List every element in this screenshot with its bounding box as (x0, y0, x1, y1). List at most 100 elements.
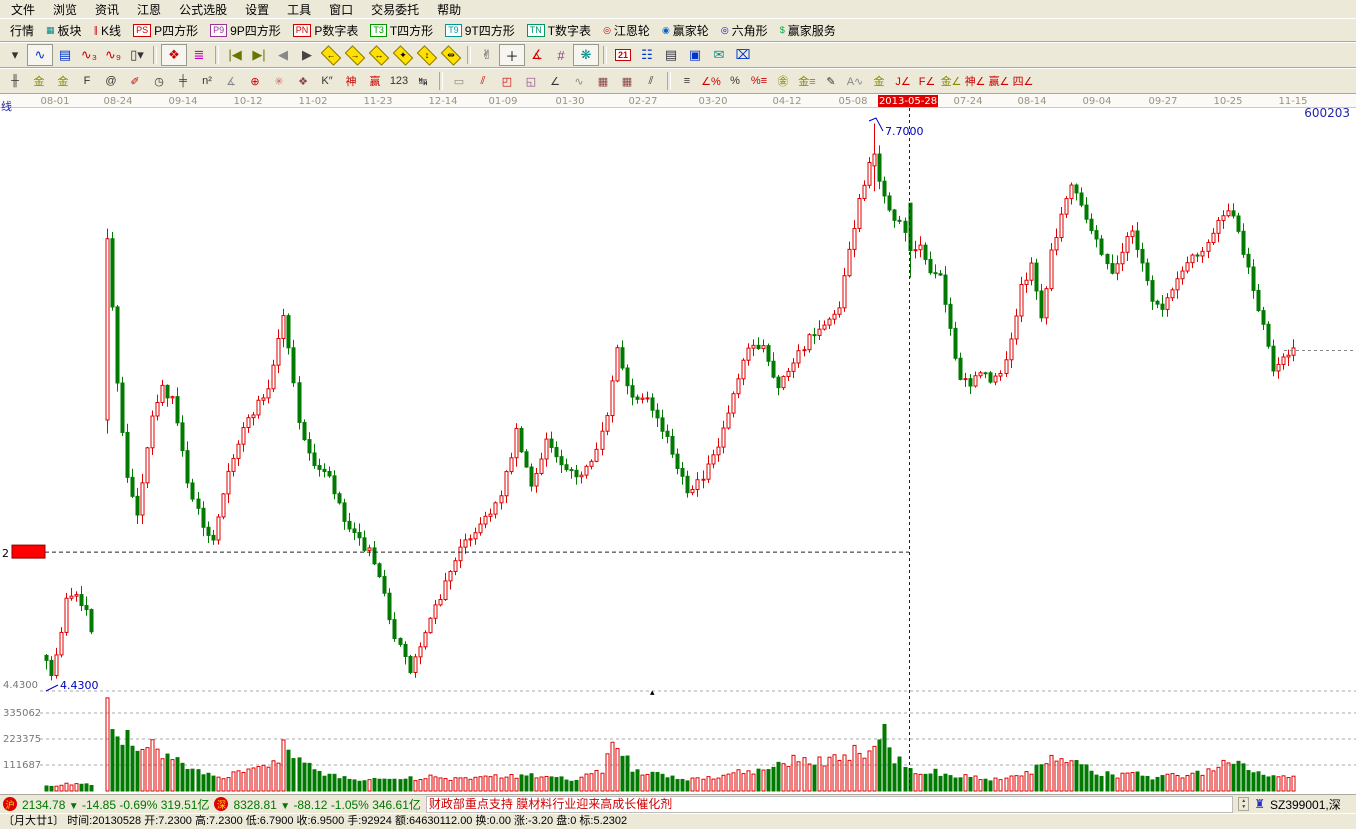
crosshair-icon[interactable]: ＋ (499, 44, 525, 66)
9t-square-button[interactable]: T9 9T四方形 (439, 20, 521, 41)
calendar-icon[interactable]: 21 (611, 45, 635, 65)
candle-period-dropdown[interactable]: ▯▾ (125, 45, 149, 65)
gann-gold2-fence-icon[interactable]: 金 (51, 71, 75, 91)
menu-gann[interactable]: 江恩 (137, 2, 162, 17)
notes-icon[interactable]: ▤ (659, 45, 683, 65)
gann-parallel-icon[interactable]: ⫽ (639, 71, 663, 91)
wave3-icon[interactable]: ∿₃ (77, 45, 101, 65)
gann-level-list-icon[interactable]: ≡ (675, 71, 699, 91)
remote-pc-icon[interactable]: ⌧ (731, 45, 755, 65)
date-tick[interactable]: 09-27 (1148, 96, 1177, 107)
colored-volume-icon[interactable]: ≣ (187, 45, 211, 65)
diamond-vertical-button[interactable]: ↕ (415, 47, 439, 64)
first-page-button[interactable]: |◀ (223, 45, 247, 65)
alert-line-tag[interactable] (11, 544, 46, 559)
prev-page-button[interactable]: ◀ (271, 45, 295, 65)
gann-ying-angle-icon[interactable]: 赢∠ (987, 71, 1011, 91)
date-tick[interactable]: 2013-05-28 (879, 96, 937, 107)
report-icon[interactable]: ▤ (53, 45, 77, 65)
mail-globe-icon[interactable]: ✉ (707, 45, 731, 65)
save-icon[interactable]: ▣ (683, 45, 707, 65)
winner-wheel-button[interactable]: ◉ 赢家轮 (656, 20, 715, 41)
menu-tools[interactable]: 工具 (287, 2, 312, 17)
gann-si-angle-icon[interactable]: 四∠ (1011, 71, 1035, 91)
date-tick[interactable]: 12-14 (428, 96, 457, 107)
kline-button[interactable]: ∥ K线 (88, 20, 128, 41)
shanghai-index-quote[interactable]: 2134.78 ▼ -14.85 -0.69% 319.51亿 (22, 796, 209, 813)
menu-formula-stock-pick[interactable]: 公式选股 (179, 2, 228, 17)
gann-ruler-icon[interactable]: ╪ (171, 71, 195, 91)
date-tick[interactable]: 02-27 (628, 96, 657, 107)
chart-canvas[interactable]: 08-01 08-24 09-14 10-12 11-02 11-23 12-14 01-09… (0, 94, 1356, 794)
date-tick[interactable]: 08-14 (1017, 96, 1046, 107)
date-tick[interactable]: 08-01 (40, 96, 69, 107)
gann-width-icon[interactable]: ↹ (411, 71, 435, 91)
gann-angles-icon[interactable]: ∠ (543, 71, 567, 91)
winner-service-button[interactable]: $ 赢家服务 (774, 20, 842, 41)
gann-brush-icon[interactable]: ✐ (123, 71, 147, 91)
date-tick[interactable]: 11-02 (298, 96, 327, 107)
menu-browse[interactable]: 浏览 (53, 2, 78, 17)
menu-settings[interactable]: 设置 (245, 2, 270, 17)
gann-shen-angle-icon[interactable]: 神∠ (963, 71, 987, 91)
t-square-button[interactable]: T3 T四方形 (364, 20, 439, 41)
p-square-button[interactable]: PS P四方形 (127, 20, 204, 41)
gann-grid-arrow-icon[interactable]: ▦ (615, 71, 639, 91)
menu-trade-entrust[interactable]: 交易委托 (371, 2, 420, 17)
menu-help[interactable]: 帮助 (437, 2, 462, 17)
quote-spinner[interactable]: ▲ ▼ (1238, 797, 1250, 811)
pan-hand-icon[interactable]: ✌ (475, 45, 499, 65)
diamond-right-button[interactable]: → (343, 47, 367, 64)
index-symbol-label[interactable]: SZ399001,深 (1270, 797, 1341, 812)
p-number-table-button[interactable]: PN P数字表 (287, 20, 365, 41)
quotes-button[interactable]: 行情 (4, 20, 40, 41)
gann-grid-icon[interactable]: ▦ (591, 71, 615, 91)
spinner-up-icon[interactable]: ▲ (1241, 798, 1247, 804)
date-tick[interactable]: 11-23 (363, 96, 392, 107)
gann-mirror-angle-icon[interactable]: ∡ (219, 71, 243, 91)
news-ticker[interactable]: 财政部重点支持 膜材料行业迎来高成长催化剂 (425, 795, 1234, 813)
gann-n2-icon[interactable]: n² (195, 71, 219, 91)
ai-brain-icon[interactable]: ❋ (573, 44, 599, 66)
view-dropdown[interactable]: ▾ (3, 45, 27, 65)
gann-ying-fence-icon[interactable]: 赢 (363, 71, 387, 91)
hexagon-button[interactable]: ◎ 六角形 (715, 20, 774, 41)
gann-f-angle-icon[interactable]: F∠ (915, 71, 939, 91)
gann-k2-icon[interactable]: K″ (315, 71, 339, 91)
diamond-compress-button[interactable]: ⇹ (439, 47, 463, 64)
gann-j-angle-icon[interactable]: J∠ (891, 71, 915, 91)
gann-clock-circle-icon[interactable]: ◷ (147, 71, 171, 91)
shenzhen-index-quote[interactable]: 8328.81 ▼ -88.12 -1.05% 346.61亿 (233, 796, 420, 813)
trend-chart-icon[interactable]: ∿ (27, 44, 53, 66)
gann-gold-fence-icon[interactable]: 金 (27, 71, 51, 91)
diamond-left-button[interactable]: ← (319, 47, 343, 64)
calculator-icon[interactable]: ☷ (635, 45, 659, 65)
gann-web-icon[interactable]: ❖ (291, 71, 315, 91)
date-tick[interactable]: 10-25 (1213, 96, 1242, 107)
sectors-button[interactable]: ▦ 板块 (40, 20, 88, 41)
menu-news[interactable]: 资讯 (95, 2, 120, 17)
gann-pct-angle-icon[interactable]: ∠% (699, 71, 723, 91)
wave9-icon[interactable]: ∿₉ (101, 45, 125, 65)
gann-gold-circle-icon[interactable]: ㊎ (771, 71, 795, 91)
date-tick[interactable]: 01-09 (488, 96, 517, 107)
t-number-table-button[interactable]: TN T数字表 (521, 20, 597, 41)
gann-percent-icon[interactable]: % (723, 71, 747, 91)
date-tick[interactable]: 11-15 (1278, 96, 1307, 107)
gann-compass-icon[interactable]: ⊕ (243, 71, 267, 91)
gann-a-wave-icon[interactable]: A∿ (843, 71, 867, 91)
gann-zigzag-icon[interactable]: ∿ (567, 71, 591, 91)
pattern-tool-icon[interactable]: ❖ (161, 44, 187, 66)
gann-spiral-icon[interactable]: @ (99, 71, 123, 91)
angle-measure-icon[interactable]: ∡ (525, 45, 549, 65)
diamond-expand-button[interactable]: ↔ (367, 47, 391, 64)
menu-file[interactable]: 文件 (11, 2, 36, 17)
date-tick[interactable]: 09-14 (168, 96, 197, 107)
next-page-button[interactable]: ▶ (295, 45, 319, 65)
date-tick[interactable]: 09-04 (1082, 96, 1111, 107)
gann-ruler123-icon[interactable]: 123 (387, 71, 411, 91)
9p-square-button[interactable]: P9 9P四方形 (204, 20, 287, 41)
date-tick[interactable]: 08-24 (103, 96, 132, 107)
gann-ladder-icon[interactable]: ╫ (3, 71, 27, 91)
date-tick[interactable]: 07-24 (953, 96, 982, 107)
